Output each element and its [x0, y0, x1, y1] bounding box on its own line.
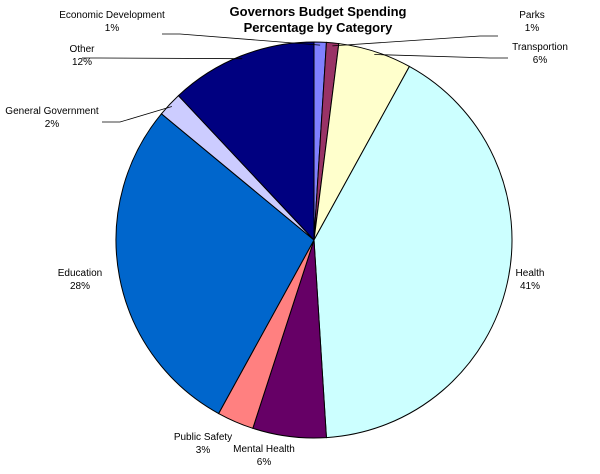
leader-line-parks	[332, 35, 498, 47]
slice-label-mental-health: Mental Health	[233, 444, 295, 455]
slice-pct-general-government: 2%	[45, 119, 60, 130]
pie-slice-education	[115, 113, 315, 415]
leader-line-economic-development	[162, 33, 321, 46]
slice-pct-transportion: 6%	[533, 55, 548, 66]
leader-lines	[82, 33, 508, 123]
slice-label-economic-development: Economic Development	[59, 10, 165, 21]
pie-slice-health	[313, 65, 513, 439]
slice-labels: Economic Development 1% Parks 1% Transportio…	[5, 10, 568, 468]
pie-slices	[115, 41, 513, 439]
slice-label-public-safety: Public Safety	[174, 432, 232, 443]
slice-label-general-government: General Government	[5, 106, 99, 117]
slice-pct-parks: 1%	[525, 23, 540, 34]
pie-slice-other	[177, 41, 315, 242]
leader-line-other	[82, 57, 243, 60]
slice-label-health: Health	[516, 268, 545, 279]
chart-title-line-2: Percentage by Category	[244, 20, 394, 35]
leader-line-general-government	[102, 106, 173, 123]
chart-title-line-1: Governors Budget Spending	[230, 4, 407, 19]
slice-label-parks: Parks	[519, 10, 545, 21]
slice-label-education: Education	[58, 268, 102, 279]
slice-pct-economic-development: 1%	[105, 23, 120, 34]
slice-label-transportion: Transportion	[512, 42, 568, 53]
leader-line-transportion	[374, 54, 508, 59]
slice-pct-public-safety: 3%	[196, 445, 211, 456]
slice-pct-education: 28%	[70, 281, 90, 292]
slice-label-other: Other	[69, 44, 95, 55]
slice-pct-other: 12%	[72, 57, 92, 68]
slice-pct-mental-health: 6%	[257, 457, 272, 468]
slice-pct-health: 41%	[520, 281, 540, 292]
